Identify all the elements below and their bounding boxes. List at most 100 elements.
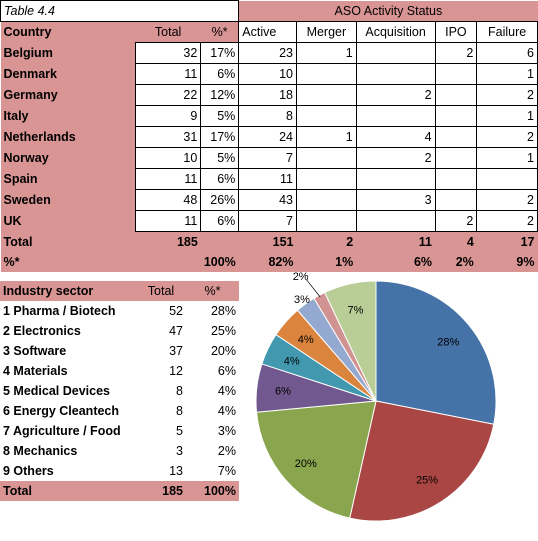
table-cell: 17% bbox=[200, 42, 240, 64]
column-header: Country bbox=[0, 21, 136, 43]
table-cell bbox=[295, 168, 357, 190]
percent-cell: 100% bbox=[200, 252, 239, 272]
table-cell bbox=[295, 147, 357, 169]
table-row: 6 Energy Cleantech 8 4% bbox=[0, 401, 239, 421]
table-cell: 22 bbox=[134, 84, 202, 106]
slice-label: 25% bbox=[416, 474, 438, 486]
total-cell: 4 bbox=[435, 231, 477, 252]
table-cell: 2 bbox=[476, 210, 538, 232]
table-row: Italy 9 5% 8 1 bbox=[0, 105, 538, 127]
table-row: 2 Electronics 47 25% bbox=[0, 321, 239, 341]
total-cell: 185 bbox=[135, 231, 201, 252]
column-header: Merger bbox=[295, 21, 357, 43]
table-cell: 13 bbox=[169, 464, 183, 478]
table-cell: 1 bbox=[476, 63, 538, 85]
table-cell: 10 bbox=[134, 147, 202, 169]
total-cell: 100% bbox=[186, 481, 239, 501]
total-cell: 151 bbox=[238, 231, 297, 252]
table-cell: 11 bbox=[134, 63, 202, 85]
table-cell: 11 bbox=[134, 168, 202, 190]
table-cell: 1 bbox=[295, 42, 357, 64]
percent-cell: %* bbox=[0, 252, 136, 272]
sector-name: 5 Medical Devices bbox=[3, 384, 111, 398]
table-cell: 23 bbox=[238, 42, 297, 64]
table-cell bbox=[434, 168, 478, 190]
country-table: Table 4.4 ASO Activity Status Country Tot… bbox=[0, 0, 538, 272]
sector-name: 7 Agriculture / Food bbox=[3, 424, 121, 438]
table-cell: 3 bbox=[355, 189, 436, 211]
table-cell bbox=[355, 42, 436, 64]
table-cell: 26% bbox=[200, 189, 240, 211]
industry-total-row: Total 185 100% bbox=[0, 481, 239, 501]
table-row: 3 Software 37 20% bbox=[0, 341, 239, 361]
sector-name: 8 Mechanics bbox=[3, 444, 78, 458]
table-cell bbox=[476, 168, 538, 190]
table-cell: 24 bbox=[238, 126, 297, 148]
table-cell bbox=[355, 63, 436, 85]
table-cell bbox=[295, 210, 357, 232]
pie-slice bbox=[375, 280, 497, 425]
table-cell: 8 bbox=[238, 105, 297, 127]
table-cell: 2 bbox=[476, 189, 538, 211]
table-cell: 2 bbox=[476, 126, 538, 148]
industry-pie-chart: 28% 25% 20% 6% 4% 4% 3% 2% 7% bbox=[255, 271, 497, 522]
table-cell: 31 bbox=[134, 126, 202, 148]
table-row: UK 11 6% 7 2 2 bbox=[0, 210, 538, 232]
table-cell bbox=[434, 105, 478, 127]
table-cell: 3 bbox=[176, 444, 183, 458]
table-cell: 6% bbox=[217, 364, 236, 378]
total-cell: 2 bbox=[296, 231, 357, 252]
country-name: Spain bbox=[0, 168, 136, 190]
column-header: Total bbox=[136, 281, 186, 301]
table-row: Spain 11 6% 11 bbox=[0, 168, 538, 190]
table-cell: 4% bbox=[217, 384, 236, 398]
slice-label: 28% bbox=[437, 337, 459, 349]
percent-cell bbox=[135, 252, 201, 272]
table-cell: 7 bbox=[238, 147, 297, 169]
table-cell: 6% bbox=[200, 63, 240, 85]
country-percent-row: %* 100% 82% 1% 6% 2% 9% bbox=[0, 252, 538, 272]
table-cell: 37 bbox=[169, 344, 183, 358]
table-cell: 9 bbox=[134, 105, 202, 127]
table-cell bbox=[434, 84, 478, 106]
total-cell: 11 bbox=[356, 231, 436, 252]
table-cell bbox=[295, 63, 357, 85]
country-name: UK bbox=[0, 210, 136, 232]
sector-name: 4 Materials bbox=[3, 364, 68, 378]
table-cell: 2 bbox=[355, 84, 436, 106]
table-cell: 4 bbox=[355, 126, 436, 148]
percent-cell: 9% bbox=[476, 252, 538, 272]
pie-slice bbox=[349, 400, 495, 522]
column-header: %* bbox=[186, 281, 239, 301]
leader-line bbox=[306, 279, 321, 298]
pie-slice bbox=[255, 400, 377, 519]
total-cell: 17 bbox=[476, 231, 538, 252]
country-total-row: Total 185 151 2 11 4 17 bbox=[0, 231, 538, 252]
table-cell: 43 bbox=[238, 189, 297, 211]
slice-label: 3% bbox=[294, 294, 310, 306]
country-table-header: Country Total %* Active Merger Acquisition IPO… bbox=[0, 21, 538, 43]
aso-status-header: ASO Activity Status bbox=[238, 0, 538, 22]
total-cell bbox=[200, 231, 239, 252]
country-name: Denmark bbox=[0, 63, 136, 85]
column-header: Acquisition bbox=[355, 21, 436, 43]
table-cell: 8 bbox=[176, 384, 183, 398]
table-cell: 2% bbox=[217, 444, 236, 458]
table-cell bbox=[434, 189, 478, 211]
slice-label: 7% bbox=[348, 305, 364, 317]
table-cell: 5 bbox=[176, 424, 183, 438]
table-cell: 47 bbox=[169, 324, 183, 338]
table-cell: 2 bbox=[355, 147, 436, 169]
table-cell: 11 bbox=[238, 168, 297, 190]
table-cell: 17% bbox=[200, 126, 240, 148]
slice-label: 2% bbox=[293, 271, 309, 283]
table-cell: 2 bbox=[434, 42, 478, 64]
table-cell bbox=[295, 189, 357, 211]
country-name: Italy bbox=[0, 105, 136, 127]
country-name: Belgium bbox=[0, 42, 136, 64]
slice-label: 4% bbox=[284, 355, 300, 367]
country-name: Sweden bbox=[0, 189, 136, 211]
column-header: %* bbox=[200, 21, 239, 43]
table-cell bbox=[434, 126, 478, 148]
table-cell bbox=[355, 168, 436, 190]
